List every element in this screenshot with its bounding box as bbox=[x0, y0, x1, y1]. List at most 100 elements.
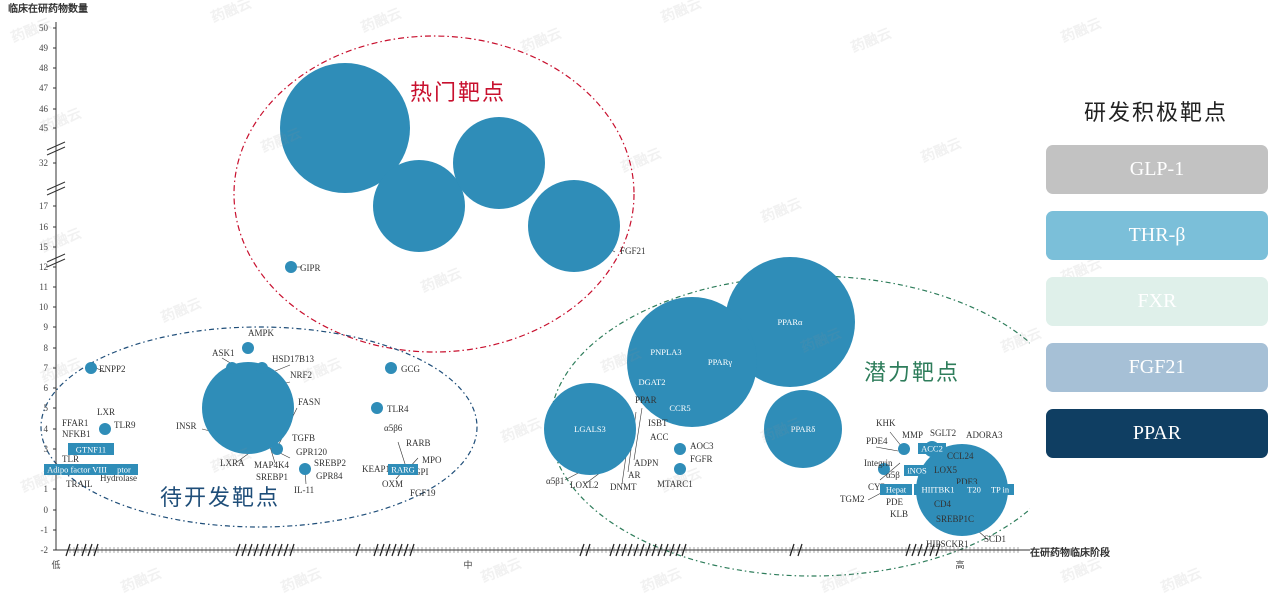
bubble-pparα bbox=[725, 257, 855, 387]
highlight-box bbox=[904, 465, 930, 476]
highlight-label: T20 bbox=[967, 485, 981, 495]
bubble-tgfb bbox=[271, 443, 283, 455]
x-axis-break bbox=[609, 543, 615, 557]
x-axis-break bbox=[283, 543, 289, 557]
legend-title: 研发积极靶点 bbox=[1083, 101, 1228, 126]
x-tick-label: 高 bbox=[955, 559, 964, 571]
callout-label: MTARC1 bbox=[657, 479, 693, 489]
highlight-label: ACC2 bbox=[921, 444, 943, 454]
callout-label: TLR bbox=[62, 454, 79, 464]
callout-label: CYP bbox=[868, 482, 886, 492]
axis-break bbox=[46, 258, 66, 268]
x-axis-break bbox=[373, 543, 379, 557]
callout-label: ASK1 bbox=[212, 348, 235, 358]
callout-label: HIPSCKR1 bbox=[926, 539, 969, 549]
callout-label: ISBT bbox=[648, 418, 668, 428]
y-tick-label: 47 bbox=[39, 83, 49, 93]
x-axis-break bbox=[73, 543, 79, 557]
x-axis-break bbox=[633, 543, 639, 557]
highlight-box bbox=[918, 443, 946, 454]
x-axis-break bbox=[929, 543, 935, 557]
labels: PNPLA3 PPARγ PPARα DGAT2 CCR5 LGALS3 PPARδ AMPK… bbox=[44, 246, 1014, 549]
callout-label: TGM2 bbox=[840, 494, 865, 504]
highlight-label: iNOS bbox=[907, 466, 927, 476]
highlight-label: ptor bbox=[117, 465, 131, 475]
axis-break bbox=[46, 186, 66, 196]
callout-label: KEAP1 bbox=[362, 464, 390, 474]
y-tick-label: 6 bbox=[44, 383, 49, 393]
callout-label: SREBP1 bbox=[256, 472, 288, 482]
callout-label: MPO bbox=[422, 455, 442, 465]
callout-label: PDE3 bbox=[956, 477, 978, 487]
x-axis-break bbox=[627, 543, 633, 557]
bubble-lxr bbox=[99, 423, 111, 435]
bubble-tlr4 bbox=[371, 402, 383, 414]
bubble-label: PPARγ bbox=[708, 357, 732, 367]
bubble-gcgr bbox=[528, 180, 620, 272]
bubble-label: LGALS3 bbox=[574, 424, 606, 434]
x-axis-break bbox=[397, 543, 403, 557]
callout-label: CD4 bbox=[934, 499, 952, 509]
callout-line bbox=[633, 407, 643, 461]
legend-item: THR-β bbox=[1046, 211, 1268, 260]
x-axis-break bbox=[87, 543, 93, 557]
callout-label: FGF21 bbox=[620, 246, 646, 256]
highlight-label: TP in bbox=[991, 485, 1010, 495]
x-axis-break bbox=[911, 543, 917, 557]
x-tick-label: 低 bbox=[51, 559, 60, 571]
highlight-box bbox=[986, 484, 1014, 495]
y-tick-label: 49 bbox=[39, 43, 49, 53]
highlight-box bbox=[962, 484, 986, 495]
x-axis-break bbox=[905, 543, 911, 557]
callout-label: RARB bbox=[406, 438, 431, 448]
callout-label: TLR9 bbox=[114, 420, 136, 430]
callout-line bbox=[95, 367, 106, 373]
callout-label: KHK bbox=[876, 418, 896, 428]
callout-label: GPI bbox=[414, 467, 429, 477]
bubble-ampk bbox=[242, 342, 254, 354]
callout-label: GIPR bbox=[300, 263, 321, 273]
y-tick-label: 8 bbox=[44, 343, 49, 353]
y-axis-title: 临床在研药物数量 bbox=[8, 4, 88, 15]
y-tick-label: 10 bbox=[39, 302, 49, 312]
callout-label: FFAR1 bbox=[62, 418, 88, 428]
bubble-fxr bbox=[453, 117, 545, 209]
group-ellipse bbox=[233, 35, 635, 353]
x-axis-break bbox=[579, 543, 585, 557]
callout-label: PDE bbox=[886, 497, 904, 507]
callout-label: ENPP2 bbox=[99, 364, 126, 374]
legend-item: FXR bbox=[1046, 277, 1268, 326]
callout-label: NFKB1 bbox=[62, 429, 91, 439]
x-axis-break bbox=[271, 543, 277, 557]
y-tick-label: 17 bbox=[39, 201, 49, 211]
legend-item: GLP-1 bbox=[1046, 145, 1268, 194]
axis-break bbox=[46, 141, 66, 151]
callout-label: ACC bbox=[650, 432, 669, 442]
callout-label: GPR84 bbox=[316, 471, 343, 481]
highlight-box bbox=[388, 464, 418, 475]
callout-label: ADORA3 bbox=[966, 430, 1003, 440]
callout-label: TLR4 bbox=[387, 404, 409, 414]
x-axis-break bbox=[277, 543, 283, 557]
bubble-gpr120 bbox=[299, 463, 311, 475]
y-tick-label: 0 bbox=[44, 505, 49, 515]
x-axis-break bbox=[675, 543, 681, 557]
bubble-aoc3 bbox=[674, 443, 686, 455]
watermark: 药融云 bbox=[1158, 565, 1204, 597]
bubble-khk bbox=[898, 443, 910, 455]
highlight-box bbox=[110, 464, 138, 475]
highlight-label: GTNF11 bbox=[76, 445, 106, 455]
y-tick-label: 9 bbox=[44, 322, 49, 332]
x-axis-break bbox=[669, 543, 675, 557]
bubble-label: PPARδ bbox=[791, 424, 816, 434]
x-axis-break bbox=[391, 543, 397, 557]
x-axis-break bbox=[247, 543, 253, 557]
bubble-label: PPARα bbox=[778, 317, 803, 327]
callout-line bbox=[889, 431, 903, 448]
x-axis-break bbox=[403, 543, 409, 557]
callout-label: OXM bbox=[382, 479, 403, 489]
x-axis-break bbox=[81, 543, 87, 557]
y-tick-label: 4 bbox=[44, 424, 49, 434]
